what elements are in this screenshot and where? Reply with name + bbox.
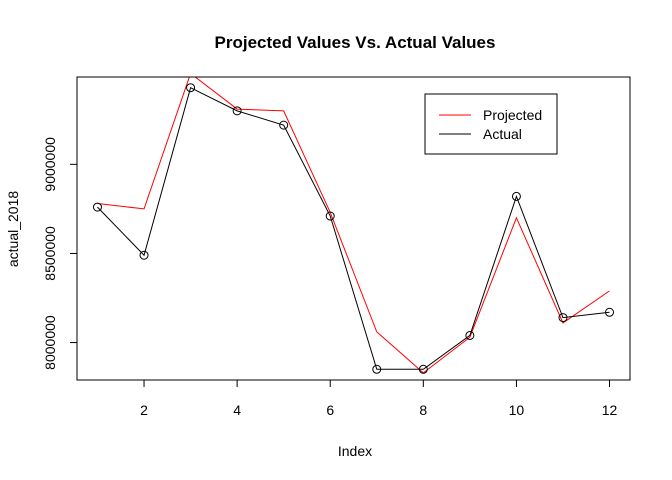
actual-point [279, 120, 289, 130]
plot-area [92, 77, 615, 374]
x-tick-label: 12 [602, 402, 618, 418]
projected-line [97, 77, 610, 374]
x-tick-label: 6 [326, 402, 334, 418]
actual-point [465, 330, 475, 340]
y-tick-label: 8500000 [42, 226, 58, 281]
actual-point [139, 250, 149, 260]
actual-point [511, 191, 521, 201]
y-axis-label: actual_2018 [5, 191, 21, 268]
y-axis: 8000000 8500000 9000000 [42, 137, 78, 370]
legend-box [424, 93, 558, 155]
x-tick-label: 2 [140, 402, 148, 418]
legend: Projected Actual [424, 93, 558, 155]
actual-line [97, 86, 610, 370]
x-tick-label: 10 [509, 402, 525, 418]
actual-point [232, 106, 242, 116]
actual-point [325, 211, 335, 221]
legend-label-projected: Projected [483, 107, 542, 123]
y-tick-label: 8000000 [42, 315, 58, 370]
x-tick-label: 8 [419, 402, 427, 418]
legend-label-actual: Actual [483, 126, 522, 142]
x-axis-label: Index [338, 443, 372, 459]
actual-point [605, 307, 615, 317]
actual-point [372, 364, 382, 374]
actual-point [418, 364, 428, 374]
actual-point [558, 313, 568, 323]
y-tick-label: 9000000 [42, 137, 58, 192]
actual-point [92, 202, 102, 212]
x-tick-label: 4 [233, 402, 241, 418]
chart-title: Projected Values Vs. Actual Values [215, 33, 496, 52]
actual-point [186, 83, 196, 93]
x-axis: 2 4 6 8 10 12 [140, 379, 618, 418]
